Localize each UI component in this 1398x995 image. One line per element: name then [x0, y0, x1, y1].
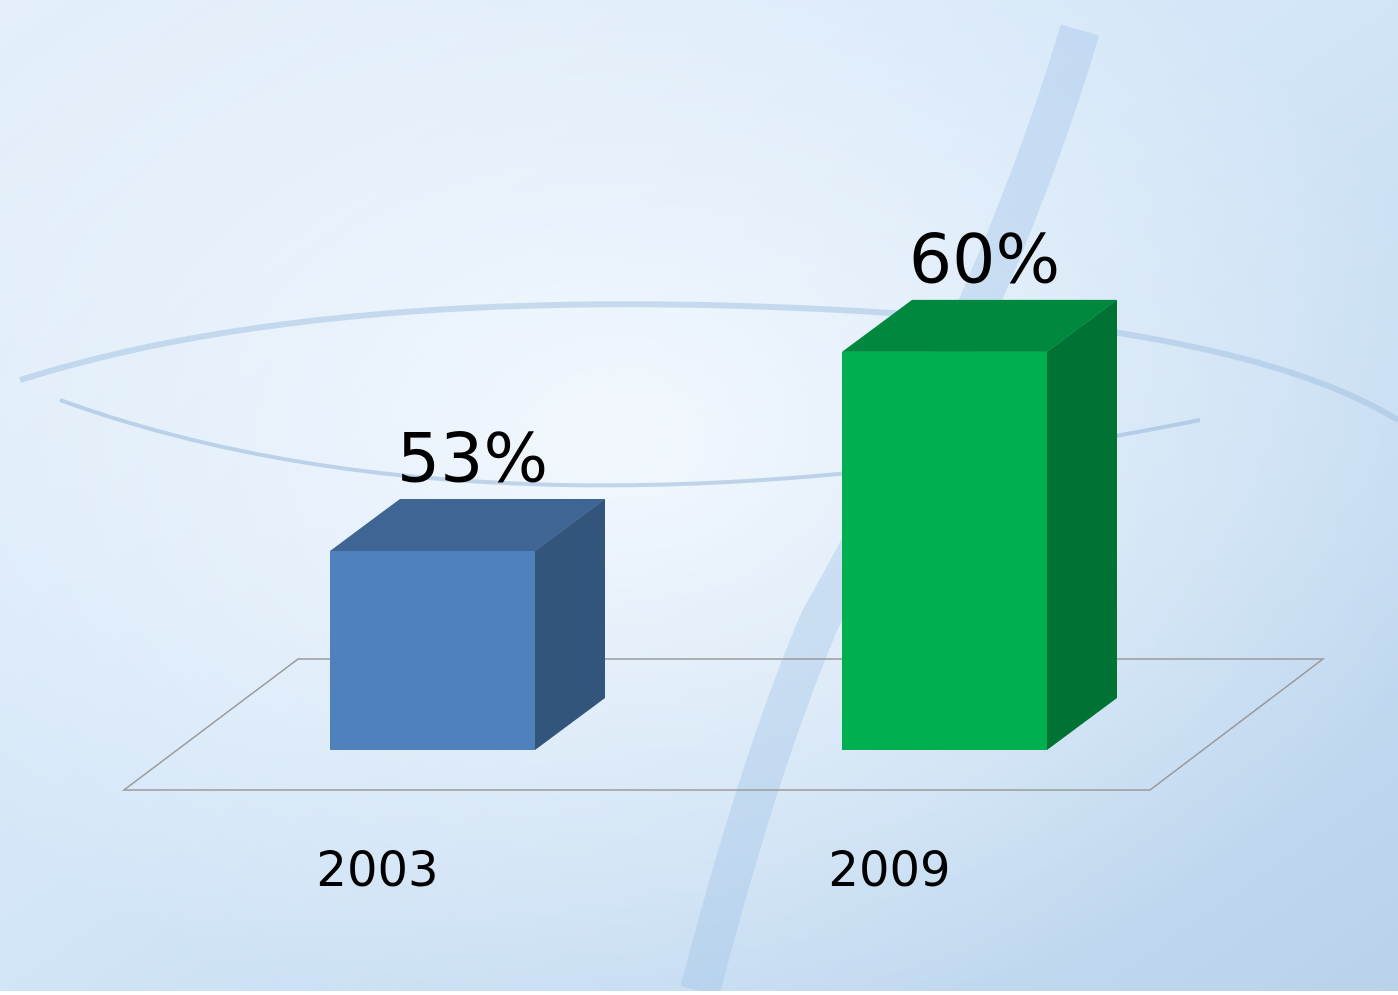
bar-top — [842, 299, 1117, 352]
x-tick-label: 2009 — [828, 842, 950, 898]
bar-front — [842, 351, 1047, 750]
glass-rim — [19, 301, 1398, 423]
value-label: 53% — [397, 419, 548, 498]
bar-front — [330, 550, 535, 750]
value-label: 60% — [909, 220, 1060, 299]
bar — [330, 498, 605, 750]
bar-side — [535, 498, 605, 750]
bar-top — [330, 498, 605, 551]
bar-side — [1047, 299, 1117, 750]
bar — [842, 299, 1117, 750]
x-tick-label: 2003 — [316, 842, 438, 898]
floor — [121, 658, 1326, 791]
